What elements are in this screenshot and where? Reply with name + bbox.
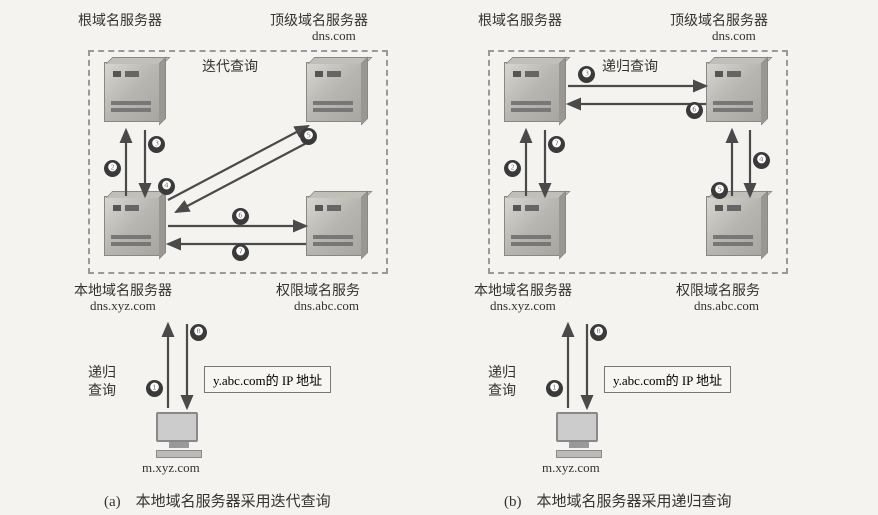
client-b [556,412,602,458]
num-b-3: ❸ [578,66,595,83]
num-b-5: ❺ [711,182,728,199]
auth-label-a: 权限域名服务 [276,280,360,300]
num-a-4: ❹ [158,178,175,195]
tld-label-a: 顶级域名服务器 [270,10,368,30]
client-host-a: m.xyz.com [142,460,200,476]
num-a-1: ❶ [146,380,163,397]
server-tld-a [306,62,362,122]
num-b-7: ❼ [548,136,565,153]
num-a-6: ❻ [232,208,249,225]
num-b-1: ❶ [546,380,563,397]
num-b-4: ❹ [753,152,770,169]
num-b-8: ❽ [590,324,607,341]
box-title-b: 递归查询 [602,56,658,76]
server-root-b [504,62,560,122]
box-title-a: 迭代查询 [202,56,258,76]
local-label-a: 本地域名服务器 [74,280,172,300]
local-label-b: 本地域名服务器 [474,280,572,300]
server-local-b [504,196,560,256]
server-auth-a [306,196,362,256]
server-local-a [104,196,160,256]
panel-iterative: 根域名服务器 顶级域名服务器 dns.com 迭代查询 本地域名服务器 dns.… [60,10,440,490]
local-host-b: dns.xyz.com [490,298,556,314]
num-a-7: ❼ [232,244,249,261]
tld-label-b: 顶级域名服务器 [670,10,768,30]
caption-b: (b) 本地域名服务器采用递归查询 [504,490,732,511]
num-a-8: ❽ [190,324,207,341]
rec-label-a2: 查询 [88,380,116,400]
num-a-2: ❷ [104,160,121,177]
auth-label-b: 权限域名服务 [676,280,760,300]
local-host-a: dns.xyz.com [90,298,156,314]
root-label-a: 根域名服务器 [78,10,162,30]
rec-label-a1: 递归 [88,362,116,382]
ipbox-b: y.abc.com的 IP 地址 [604,366,731,393]
client-a [156,412,202,458]
tld-host-b: dns.com [712,28,756,44]
auth-host-a: dns.abc.com [294,298,359,314]
server-tld-b [706,62,762,122]
num-a-5: ❺ [300,128,317,145]
num-b-2: ❷ [504,160,521,177]
auth-host-b: dns.abc.com [694,298,759,314]
ipbox-a: y.abc.com的 IP 地址 [204,366,331,393]
rec-label-b2: 查询 [488,380,516,400]
server-auth-b [706,196,762,256]
caption-a: (a) 本地域名服务器采用迭代查询 [104,490,331,511]
panel-recursive: 根域名服务器 顶级域名服务器 dns.com 递归查询 本地域名服务器 dns.… [460,10,840,490]
num-a-3: ❸ [148,136,165,153]
root-label-b: 根域名服务器 [478,10,562,30]
client-host-b: m.xyz.com [542,460,600,476]
rec-label-b1: 递归 [488,362,516,382]
num-b-6: ❻ [686,102,703,119]
tld-host-a: dns.com [312,28,356,44]
server-root-a [104,62,160,122]
